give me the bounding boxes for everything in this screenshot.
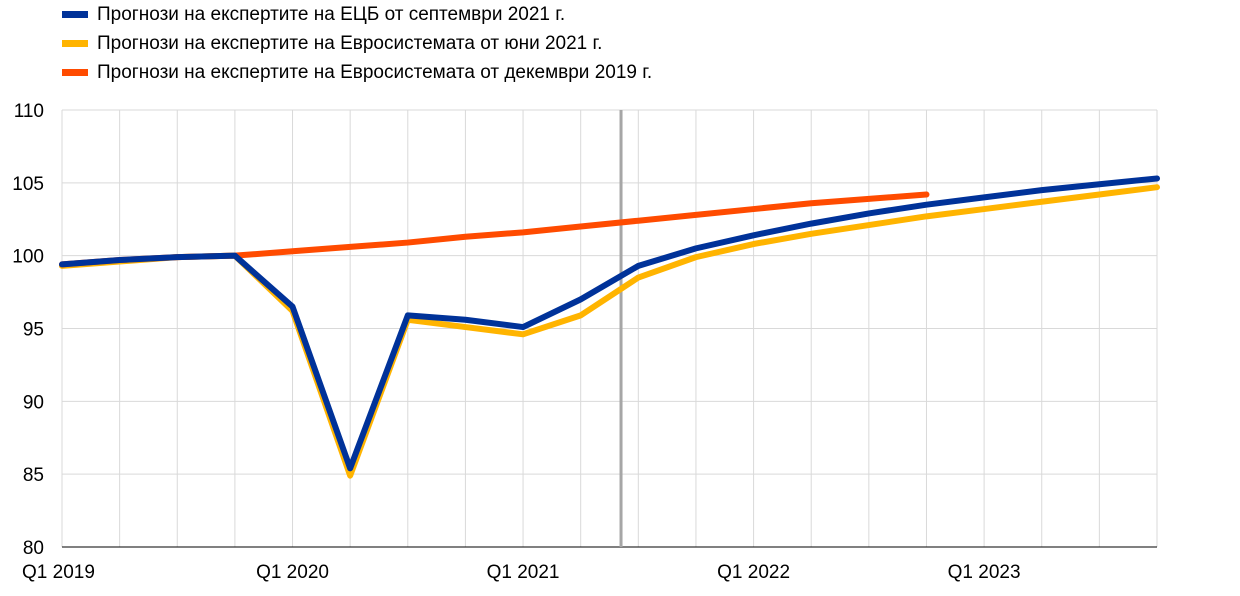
legend-swatch-eurosystem-dec-2019 (62, 69, 88, 76)
series-line-0 (59, 184, 1160, 479)
x-tick-label-q1-2021: Q1 2021 (487, 562, 560, 583)
legend-item-ecb-sep-2021: Прогнози на експертите на ЕЦБ от септемв… (62, 0, 652, 29)
legend-item-eurosystem-jun-2021: Прогнози на експертите на Евросистемата … (62, 29, 652, 58)
x-tick-label-q1-2020: Q1 2020 (256, 562, 329, 583)
y-tick-label-110: 110 (14, 101, 44, 122)
y-tick-label-95: 95 (23, 320, 44, 341)
axes (62, 110, 1157, 548)
x-tick-label-q1-2019: Q1 2019 (22, 562, 95, 583)
series-lines (59, 175, 1160, 479)
legend-item-eurosystem-dec-2019: Прогнози на експертите на Евросистемата … (62, 58, 652, 87)
legend-label-ecb-sep-2021: Прогнози на експертите на ЕЦБ от септемв… (97, 3, 566, 25)
y-tick-label-90: 90 (23, 392, 44, 413)
legend-label-eurosystem-dec-2019: Прогнози на експертите на Евросистемата … (97, 61, 653, 83)
legend-swatch-eurosystem-jun-2021 (62, 40, 88, 47)
legend-swatch-ecb-sep-2021 (62, 11, 88, 18)
x-tick-label-q1-2022: Q1 2022 (717, 562, 790, 583)
legend-label-eurosystem-jun-2021: Прогнози на експертите на Евросистемата … (97, 32, 603, 54)
x-tick-label-q1-2023: Q1 2023 (948, 562, 1021, 583)
grid (61, 109, 1158, 547)
y-tick-label-100: 100 (12, 247, 44, 268)
series-line-2 (59, 175, 1160, 472)
axis-labels: 80 85 90 95 100 105 110 Q1 2019 Q1 2020 Q1 2021 Q1… (12, 101, 1020, 583)
y-tick-label-105: 105 (12, 174, 44, 195)
y-tick-label-80: 80 (23, 538, 44, 559)
legend: Прогнози на експертите на ЕЦБ от септемв… (62, 0, 652, 87)
y-tick-label-85: 85 (23, 465, 44, 486)
